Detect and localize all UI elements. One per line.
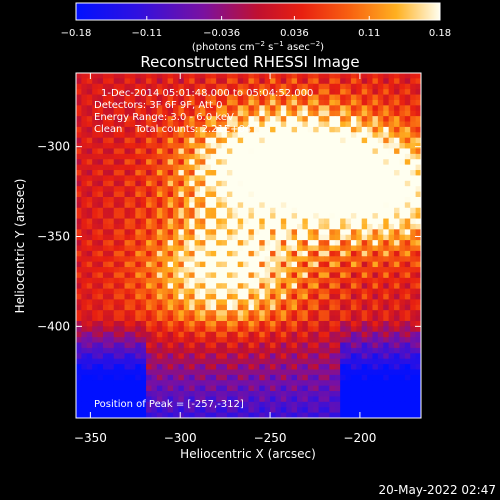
plot-frame (75, 72, 422, 419)
colorbar (75, 2, 441, 21)
colorbar-tick-label: 0.18 (429, 28, 451, 39)
x-axis-ticks: −350 −300 −250 −200 (74, 73, 376, 445)
x-axis-label: Heliocentric X (arcsec) (180, 447, 316, 461)
y-axis-ticks: −300 −350 −400 (37, 140, 421, 333)
annotation-peak-position: Position of Peak = [-257,-312] (94, 399, 244, 410)
y-tick-label: −300 (37, 140, 70, 154)
x-tick-label: −200 (343, 431, 376, 445)
chart-title: Reconstructed RHESSI Image (140, 53, 359, 71)
annotation-detectors: Detectors: 3F 6F 9F, Att 0 (94, 100, 222, 111)
colorbar-tick-label: 0.11 (358, 28, 380, 39)
colorbar-tick-label: −0.18 (61, 28, 92, 39)
y-tick-label: −400 (37, 319, 70, 333)
y-axis-label: Heliocentric Y (arcsec) (13, 179, 27, 314)
x-tick-label: −300 (164, 431, 197, 445)
annotation-counts: Clean Total counts: 2.21E+04 (94, 124, 251, 135)
y-tick-label: −350 (37, 230, 70, 244)
annotation-time-range: 1-Dec-2014 05:01:48.000 to 05:04:52.000 (101, 88, 313, 99)
x-tick-label: −350 (74, 431, 107, 445)
colorbar-tick-label: −0.036 (203, 28, 240, 39)
colorbar-tick-label: 0.036 (280, 28, 309, 39)
footer-date: 20-May-2022 02:47 (379, 483, 496, 497)
x-tick-label: −250 (254, 431, 287, 445)
heatmap-image (76, 73, 421, 418)
colorbar-units: (photons cm−2 s−1 asec−2) (192, 40, 324, 53)
colorbar-ticks: −0.18 −0.11 −0.036 0.036 0.11 0.18 (61, 16, 451, 39)
colorbar-tick-label: −0.11 (131, 28, 162, 39)
annotation-energy: Energy Range: 3.0 - 6.0 keV (94, 112, 234, 123)
